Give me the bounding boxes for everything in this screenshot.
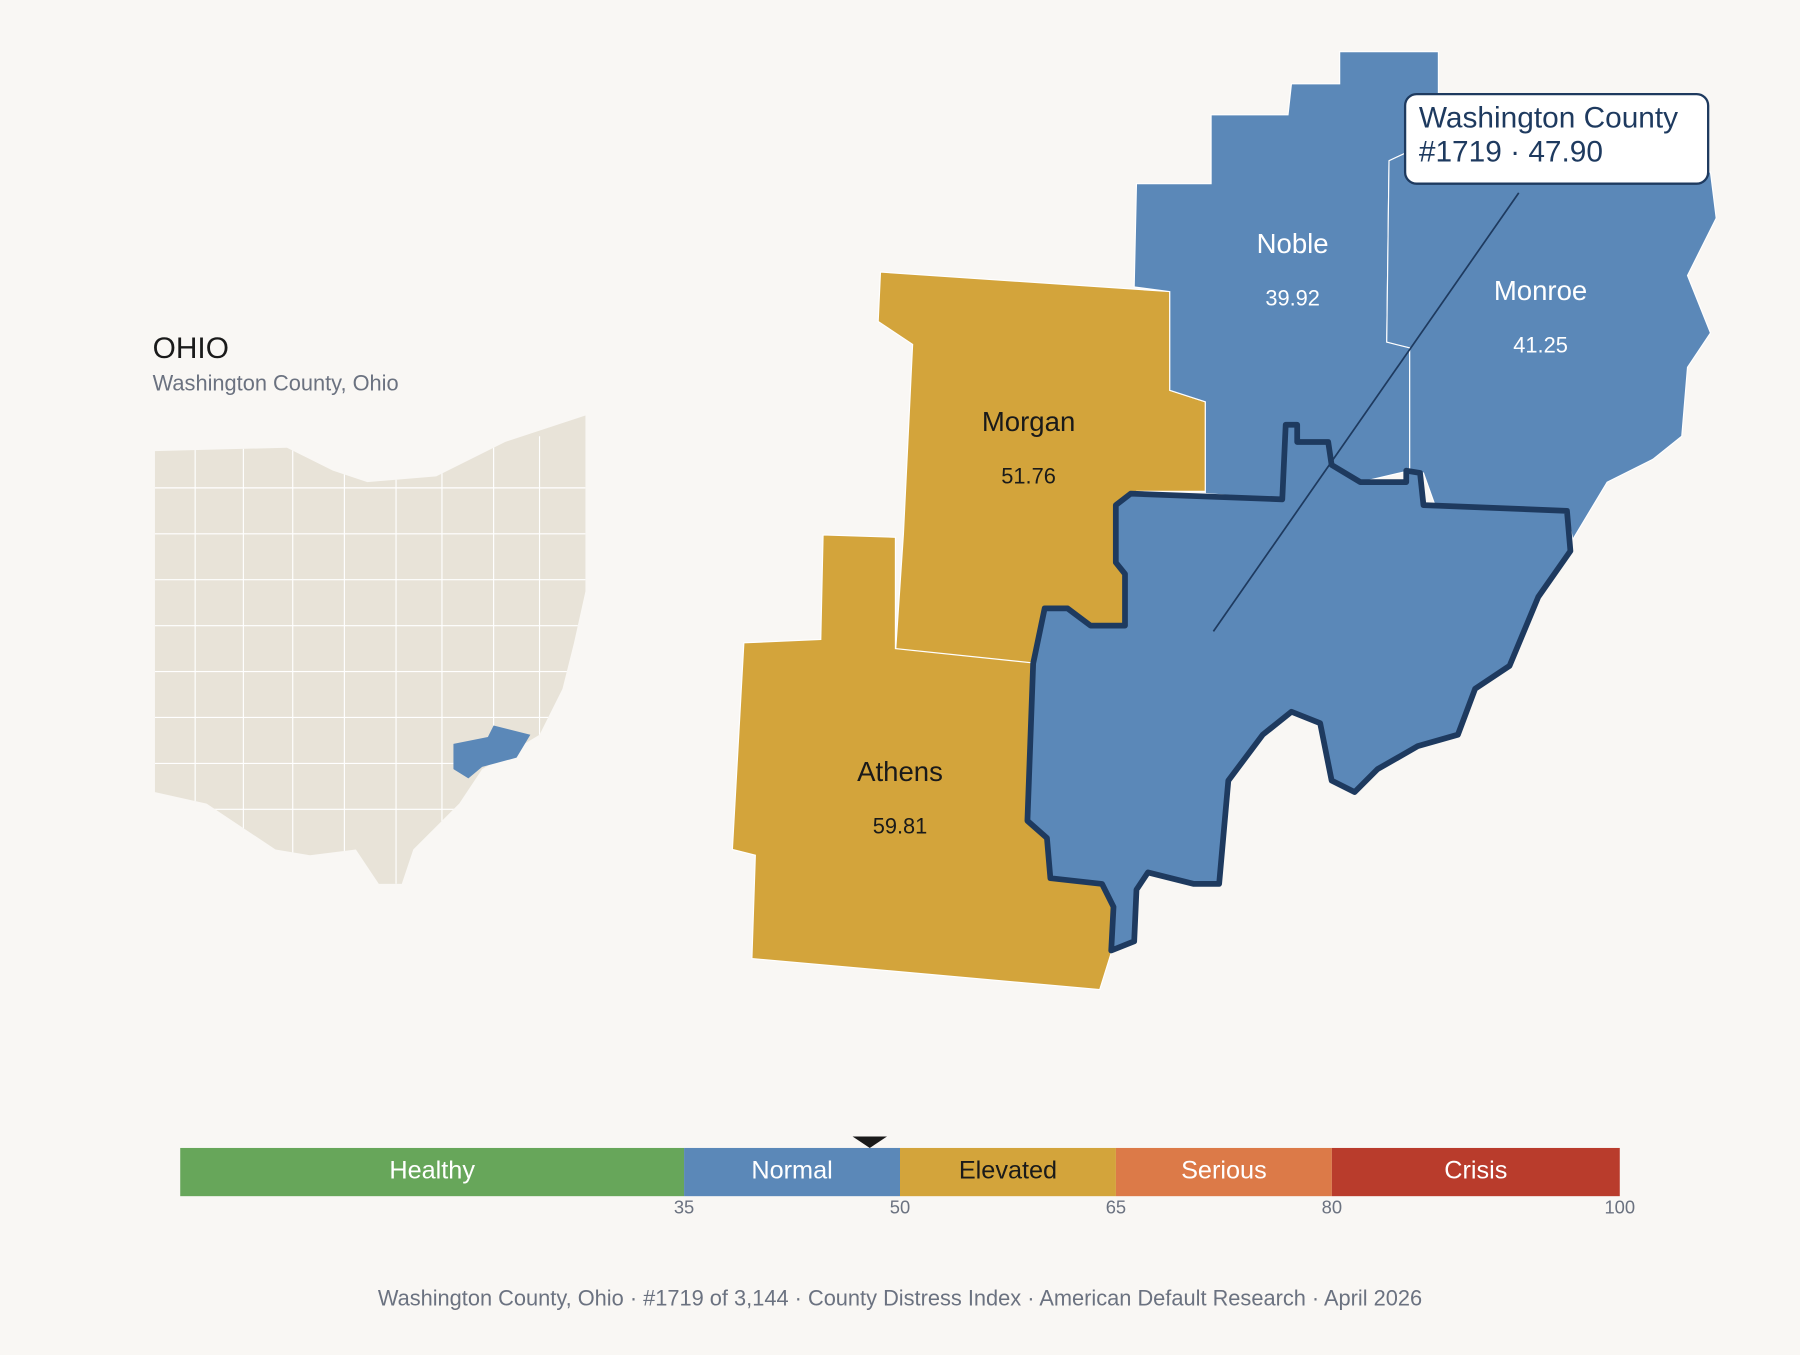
selected-county bbox=[1024, 421, 1574, 954]
legend-label: Crisis bbox=[1444, 1157, 1507, 1185]
county-value: 41.25 bbox=[1513, 332, 1568, 357]
footer: Washington County, Ohio · #1719 of 3,144… bbox=[378, 1285, 1422, 1310]
legend-segment bbox=[1115, 1147, 1332, 1197]
legend-segment bbox=[180, 1147, 685, 1197]
county-map: Washington County #1719 · 47.90 Noble 39.… bbox=[731, 51, 1717, 991]
legend-label: Healthy bbox=[389, 1157, 475, 1185]
county-name: Morgan bbox=[982, 406, 1075, 437]
ohio-outline bbox=[154, 415, 586, 884]
legend-segment bbox=[1331, 1147, 1620, 1197]
county bbox=[1386, 137, 1717, 542]
legend-label: Normal bbox=[751, 1157, 832, 1185]
legend-label: Elevated bbox=[959, 1157, 1057, 1185]
legend-tick-label: 80 bbox=[1322, 1197, 1342, 1218]
ohio-map bbox=[154, 415, 586, 884]
legend-tick-label: 35 bbox=[674, 1197, 694, 1218]
legend: Healthy Normal Elevated Serious Crisis 35 50 65… bbox=[180, 1136, 1635, 1218]
county-value: 59.81 bbox=[873, 813, 928, 838]
legend-tick-label: 65 bbox=[1106, 1197, 1126, 1218]
county-name: Monroe bbox=[1494, 275, 1587, 306]
callout-detail: #1719 · 47.90 bbox=[1419, 136, 1603, 169]
legend-label: Serious bbox=[1181, 1157, 1267, 1185]
subtitle: Washington County, Ohio bbox=[153, 370, 399, 395]
county-name: Athens bbox=[857, 756, 943, 787]
selected-county-mini bbox=[453, 725, 531, 779]
callout-title: Washington County bbox=[1419, 101, 1678, 134]
legend-tick-label: 50 bbox=[890, 1197, 910, 1218]
legend-segment bbox=[900, 1147, 1116, 1197]
county-name: Noble bbox=[1257, 228, 1329, 259]
title: OHIO bbox=[153, 332, 229, 365]
legend-tick-label: 100 bbox=[1604, 1197, 1635, 1218]
county-value: 39.92 bbox=[1265, 285, 1320, 310]
legend-segment bbox=[684, 1147, 900, 1197]
callout-leader bbox=[1212, 192, 1520, 632]
county-borders bbox=[154, 436, 586, 884]
callout-box bbox=[1403, 92, 1710, 185]
county-value: 51.76 bbox=[1001, 463, 1056, 488]
score-marker bbox=[852, 1136, 887, 1148]
